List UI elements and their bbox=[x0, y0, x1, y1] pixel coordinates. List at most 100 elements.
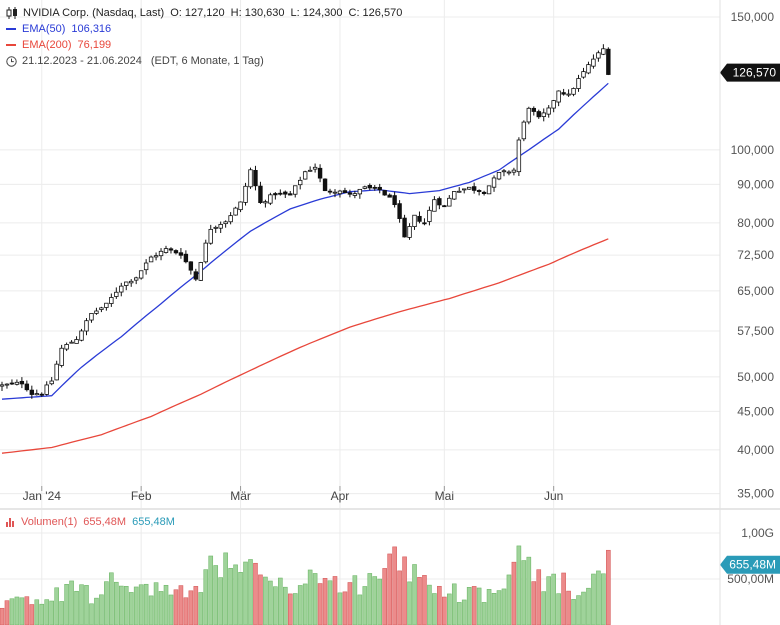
volume-bar bbox=[94, 597, 99, 625]
volume-bar bbox=[327, 580, 333, 625]
candle-body bbox=[362, 186, 368, 189]
candle-body bbox=[417, 215, 422, 222]
x-tick-label: Jan '24 bbox=[23, 489, 62, 503]
volume-bar bbox=[531, 581, 537, 625]
volume-bar bbox=[292, 593, 298, 625]
candle-body bbox=[486, 185, 492, 195]
volume-bar bbox=[586, 587, 591, 625]
x-tick-label: Mai bbox=[435, 489, 454, 503]
y-tick-label: 45,000 bbox=[737, 404, 774, 418]
volume-bar bbox=[302, 583, 308, 625]
volume-bar bbox=[432, 593, 437, 625]
y-tick-label: 72,500 bbox=[737, 248, 774, 262]
candle-body bbox=[64, 344, 69, 350]
volume-bar bbox=[79, 584, 84, 625]
volume-bar bbox=[417, 577, 422, 625]
candle-body bbox=[39, 393, 44, 396]
volume-bar bbox=[238, 572, 243, 625]
volume-bar bbox=[337, 592, 343, 625]
volume-bar bbox=[571, 599, 576, 625]
volume-bar bbox=[496, 590, 502, 625]
volume-last-marker: 655,48M bbox=[720, 555, 780, 574]
volume-bar bbox=[476, 587, 482, 625]
volume-bar bbox=[39, 603, 45, 625]
volume-bar bbox=[397, 570, 402, 625]
volume-bar bbox=[287, 593, 293, 625]
ema50-legend: EMA(50) 106,316 bbox=[6, 21, 408, 37]
candle-body bbox=[561, 92, 566, 95]
high-value: H: 130,630 bbox=[230, 7, 285, 19]
candle-body bbox=[188, 261, 194, 271]
candle-body bbox=[576, 78, 581, 89]
ema200-label: EMA(200) bbox=[22, 39, 72, 51]
volume-bar bbox=[377, 578, 383, 625]
ema50-value: 106,316 bbox=[71, 23, 112, 35]
candle-body bbox=[104, 302, 109, 308]
candle-body bbox=[34, 393, 39, 396]
ema200-line bbox=[1, 238, 609, 454]
volume-bar bbox=[213, 565, 219, 625]
candle-body bbox=[148, 256, 154, 263]
candle-body bbox=[99, 307, 104, 310]
candle-body bbox=[511, 169, 517, 173]
candle-body bbox=[24, 383, 30, 391]
candle-body bbox=[491, 177, 497, 188]
volume-bar bbox=[486, 589, 492, 625]
date-range: 21.12.2023 - 21.06.2024 bbox=[22, 55, 142, 67]
volume-bar bbox=[561, 572, 566, 625]
volume-bar bbox=[278, 577, 283, 625]
volume-bar bbox=[576, 595, 581, 625]
candle-body bbox=[114, 291, 119, 297]
candle-body bbox=[203, 242, 208, 263]
candle-icon bbox=[6, 7, 18, 19]
candle-body bbox=[442, 205, 447, 208]
candle-body bbox=[327, 190, 333, 193]
x-tick-label: Feb bbox=[131, 489, 152, 503]
candle-body bbox=[218, 223, 223, 229]
candle-body bbox=[168, 248, 174, 251]
ema50-label: EMA(50) bbox=[22, 23, 66, 35]
x-tick-label: Mär bbox=[230, 489, 251, 503]
candle-body bbox=[536, 111, 541, 118]
volume-bar bbox=[526, 556, 532, 625]
candle-body bbox=[54, 363, 59, 381]
candle-body bbox=[407, 226, 412, 238]
volume-bar bbox=[581, 591, 586, 625]
volume-bar bbox=[511, 561, 517, 625]
candle-body bbox=[238, 201, 243, 211]
candle-body bbox=[332, 191, 338, 194]
candle-body bbox=[357, 188, 363, 195]
volume-bar bbox=[44, 599, 50, 625]
symbol-title: NVIDIA Corp. (Nasdaq, Last) bbox=[23, 7, 165, 19]
volume-bar bbox=[317, 583, 323, 625]
volume-bar bbox=[591, 573, 596, 625]
y-tick-label: 50,000 bbox=[737, 370, 774, 384]
close-value: C: 126,570 bbox=[348, 7, 403, 19]
x-axis: Jan '24 Feb Mär Apr Mai Jun bbox=[23, 486, 563, 503]
candle-body bbox=[387, 194, 392, 198]
volume-bar bbox=[193, 586, 199, 625]
volume-bar bbox=[24, 596, 30, 625]
candle-body bbox=[198, 262, 203, 281]
volume-bar bbox=[601, 573, 606, 625]
volume-bar bbox=[481, 602, 487, 625]
candle-body bbox=[243, 185, 248, 203]
volume-bar bbox=[461, 599, 467, 625]
candle-body bbox=[268, 194, 273, 204]
volume-legend: Volumen(1) 655,48M 655,48M bbox=[6, 516, 175, 528]
volume-bar bbox=[14, 596, 20, 625]
candle-body bbox=[293, 185, 298, 195]
volume-bar bbox=[521, 560, 527, 625]
volume-label: Volumen(1) bbox=[21, 516, 78, 528]
candle-body bbox=[278, 192, 283, 195]
volume-bar bbox=[466, 587, 472, 625]
y-tick-label: 35,000 bbox=[737, 487, 774, 501]
ema200-value: 76,199 bbox=[77, 39, 112, 51]
volume-bar bbox=[273, 586, 278, 625]
ema200-swatch bbox=[6, 44, 16, 46]
candle-body bbox=[337, 190, 343, 195]
y-tick-label: 90,000 bbox=[737, 177, 774, 191]
volume-bar bbox=[551, 573, 556, 625]
volume-bar bbox=[412, 564, 417, 625]
candle-body bbox=[59, 347, 64, 366]
